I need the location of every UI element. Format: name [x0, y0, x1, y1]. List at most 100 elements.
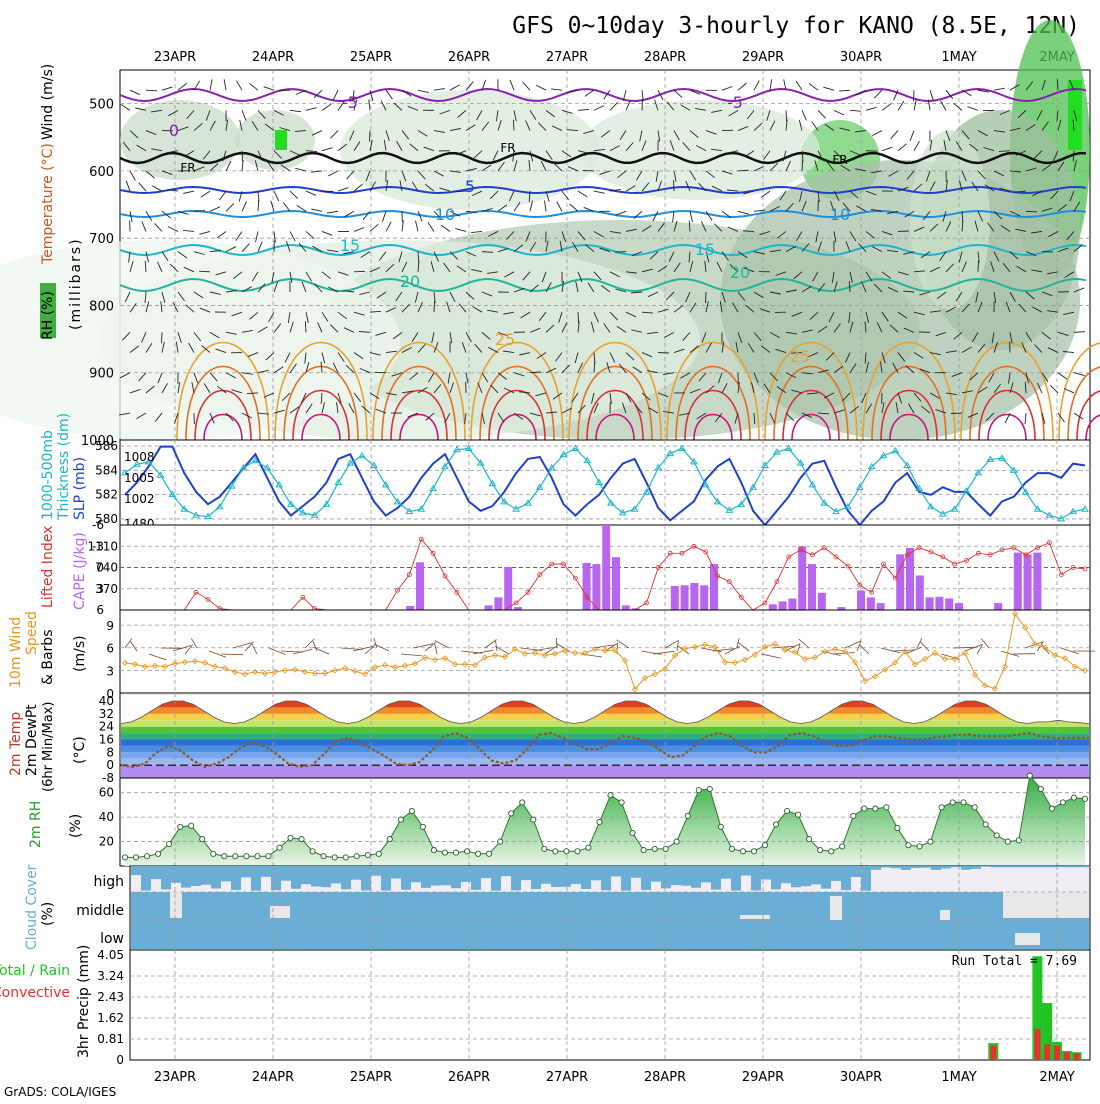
cloud-high-block — [401, 866, 411, 890]
bottom-date-label: 23APR — [154, 1070, 196, 1085]
upper-wind-barb — [513, 120, 514, 131]
rh-point — [145, 854, 150, 859]
top-date-label: 29APR — [742, 50, 784, 65]
upper-wind-barb — [978, 261, 979, 272]
upper-wind-barb — [642, 99, 643, 110]
upper-wind-barb — [578, 312, 579, 323]
cape-bar — [602, 525, 610, 610]
rh-point — [431, 848, 436, 853]
cape-bar — [622, 605, 630, 610]
cloud-high-block — [351, 866, 361, 880]
rh-point — [553, 849, 558, 854]
bottom-date-label: 27APR — [546, 1070, 588, 1085]
isotherm-label: 5 — [465, 177, 475, 196]
cape-bar — [494, 597, 502, 610]
cloud-gap — [740, 915, 770, 919]
cloud-high-block — [691, 866, 701, 888]
rh-tick: 60 — [99, 786, 114, 800]
rh-point — [277, 845, 282, 850]
cloud-high-block — [171, 866, 181, 883]
cape-tick: 1110 — [87, 539, 118, 553]
cloud-high-block — [531, 866, 541, 889]
cloud-high-block — [591, 866, 601, 880]
rh-point — [851, 813, 856, 818]
rh-point — [818, 848, 823, 853]
rh-point — [332, 855, 337, 860]
cloud-high-block — [251, 866, 261, 891]
temperature-label: Temperature (°C) — [40, 143, 56, 265]
rh-point — [266, 854, 271, 859]
cloud-high-block — [311, 866, 321, 887]
bottom-date-label: 29APR — [742, 1070, 784, 1085]
cloud-high-block — [881, 866, 891, 868]
cloud-high-block — [1021, 866, 1031, 867]
upper-wind-barb — [434, 301, 435, 312]
cape-bar — [406, 606, 414, 610]
cloud-high-block — [681, 866, 691, 886]
cape-bar — [612, 557, 620, 610]
temp-label-4: (°C) — [72, 736, 88, 764]
cloud-high-block — [491, 866, 501, 891]
cloud-high-block — [541, 866, 551, 884]
cloud-high-block — [641, 866, 651, 890]
cloud-high-block — [801, 866, 811, 886]
cloud-high-block — [1041, 866, 1051, 867]
top-date-label: 30APR — [840, 50, 882, 65]
temp-color-band — [121, 720, 1089, 726]
top-date-label: 25APR — [350, 50, 392, 65]
rh-point — [509, 811, 514, 816]
cape-bar — [690, 583, 698, 610]
cloud-high-block — [961, 866, 971, 870]
wind-tick: 6 — [106, 642, 114, 656]
rh-point — [1005, 839, 1010, 844]
upper-wind-barb — [305, 321, 306, 332]
precip-tick: 0.81 — [97, 1032, 124, 1046]
cloud-high-block — [331, 866, 341, 883]
rh-label: RH (%) — [40, 291, 56, 340]
rh-point — [564, 849, 569, 854]
precip-conv-bar — [1044, 1044, 1050, 1060]
rh-point — [156, 851, 161, 856]
temp-label-1: 2m Temp — [8, 712, 24, 776]
upper-wind-barb — [786, 110, 787, 121]
rh-point — [1027, 773, 1032, 778]
cape-bar — [935, 597, 943, 610]
rh-point — [387, 837, 392, 842]
rh-tick: 20 — [99, 835, 114, 849]
cape-bar — [779, 601, 787, 610]
temp-label-2: 2m DewPt — [24, 704, 40, 776]
pressure-tick: 900 — [89, 367, 114, 382]
precip-tick: 4.05 — [97, 948, 124, 962]
cloud-high-block — [211, 866, 221, 889]
cloud-high-block — [851, 866, 861, 877]
rh-point — [840, 844, 845, 849]
rh-point — [983, 822, 988, 827]
rh-point — [233, 854, 238, 859]
li-tick: -6 — [92, 518, 104, 532]
thickness-tick: 586 — [95, 439, 118, 453]
cloud-high-block — [1081, 866, 1091, 867]
cape-bar — [994, 603, 1002, 610]
cloud-label: Cloud Cover — [24, 864, 40, 950]
cloud-high-block — [721, 866, 731, 879]
cloud-high-block — [141, 866, 151, 891]
cloud-high-block — [451, 866, 461, 888]
precip-panel: 4.053.242.431.620.810 Run Total = 7.69 T… — [0, 945, 1090, 1067]
upper-wind-barb — [242, 151, 243, 162]
rh-point — [906, 843, 911, 848]
rh-point — [895, 826, 900, 831]
cloud-gap — [170, 892, 182, 918]
cloud-high-block — [341, 866, 351, 889]
cloud-high-block — [781, 866, 791, 883]
cloud-high-block — [241, 866, 251, 877]
rh-point — [244, 854, 249, 859]
top-date-label: 28APR — [644, 50, 686, 65]
cape-bar — [710, 564, 718, 610]
rh-point — [453, 850, 458, 855]
cloud-high-block — [151, 866, 161, 879]
